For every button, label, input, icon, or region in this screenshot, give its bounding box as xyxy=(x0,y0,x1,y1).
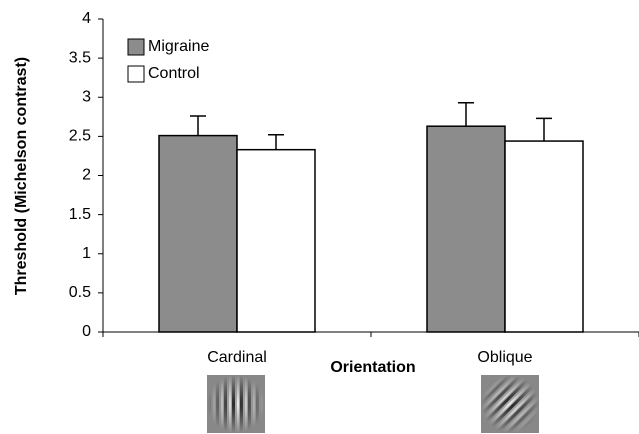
y-tick-label: 3 xyxy=(82,88,91,105)
stimulus-oblique xyxy=(481,375,539,433)
x-axis-label: Orientation xyxy=(330,359,415,376)
error-bar xyxy=(458,103,474,126)
x-tick-label: Oblique xyxy=(477,349,532,366)
y-tick-label: 2 xyxy=(82,167,91,184)
legend-label: Control xyxy=(148,65,200,82)
x-tick-label: Cardinal xyxy=(207,349,267,366)
y-tick-label: 3.5 xyxy=(69,49,91,66)
legend-swatch xyxy=(128,66,144,82)
bar xyxy=(505,141,583,332)
error-bar xyxy=(190,116,206,136)
y-tick-label: 1 xyxy=(82,245,91,262)
error-bar xyxy=(536,118,552,141)
bar xyxy=(427,126,505,332)
y-tick-label: 0 xyxy=(82,323,91,340)
bar xyxy=(237,150,315,332)
legend-label: Migraine xyxy=(148,38,209,55)
stimulus-cardinal xyxy=(207,375,265,433)
y-axis-label: Threshold (Michelson contrast) xyxy=(13,57,30,295)
chart: Threshold (Michelson contrast) Orientati… xyxy=(0,0,639,434)
error-bar xyxy=(268,135,284,150)
y-tick-label: 1.5 xyxy=(69,206,91,223)
bar xyxy=(159,136,237,332)
y-tick-label: 2.5 xyxy=(69,128,91,145)
y-tick-label: 0.5 xyxy=(69,284,91,301)
y-tick-label: 4 xyxy=(82,10,91,27)
legend-swatch xyxy=(128,39,144,55)
